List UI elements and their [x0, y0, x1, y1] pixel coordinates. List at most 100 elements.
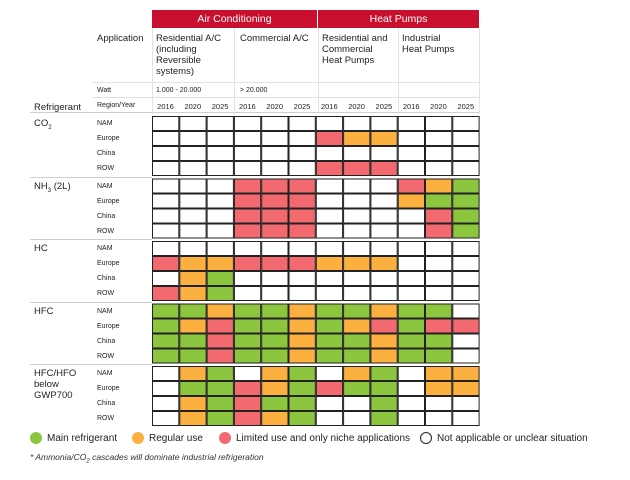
cell-na [452, 241, 480, 256]
refrigerant-name-text: CO [34, 118, 49, 129]
cell-limited [261, 256, 289, 271]
region-label: NAM [97, 370, 113, 377]
cell-na [233, 241, 262, 256]
cell-na [397, 286, 425, 301]
cell-na [425, 286, 453, 301]
cell-limited [370, 161, 398, 176]
column-divider [479, 28, 480, 114]
cell-regular [343, 256, 371, 271]
cell-na [397, 161, 425, 176]
refrigerant-subscript: 3 [47, 187, 52, 194]
cell-regular [179, 286, 207, 301]
cell-na [152, 161, 180, 176]
application-label: Application [97, 33, 144, 44]
region-label: ROW [97, 352, 115, 360]
cell-na [452, 131, 480, 146]
cell-main [343, 381, 371, 396]
cell-main [315, 318, 344, 334]
footnote-pre: * Ammonia/CO [30, 452, 87, 462]
refrigerant-name-text: NH [34, 180, 48, 192]
cell-na [315, 223, 344, 239]
cell-main [315, 303, 344, 319]
region-year-label: Region/Year [97, 102, 136, 109]
region-label: China [97, 337, 116, 345]
cell-na [452, 396, 480, 411]
cell-na [343, 241, 371, 256]
cell-main [233, 333, 262, 349]
cell-main [343, 348, 371, 364]
cell-na [397, 131, 425, 146]
legend-label: Limited use and only niche applications [236, 432, 410, 444]
cell-main [233, 303, 262, 319]
cell-na [179, 193, 207, 209]
cell-limited [288, 178, 316, 194]
cell-limited [233, 396, 262, 411]
year-header: 2016 [239, 102, 256, 111]
cell-na [397, 241, 425, 256]
cell-na [343, 286, 371, 301]
cell-main [425, 303, 453, 319]
cell-limited [370, 318, 398, 334]
cell-na [452, 161, 480, 176]
cell-main [152, 333, 180, 349]
cell-main [452, 178, 480, 194]
cell-na [425, 116, 453, 131]
cell-regular [206, 256, 234, 271]
region-label: Europe [97, 385, 120, 392]
cell-na [397, 271, 425, 286]
cell-main [315, 333, 344, 349]
cell-main [179, 348, 207, 364]
refrigerant-name-text: HC [34, 243, 48, 254]
cell-na [343, 178, 371, 194]
cell-na [343, 146, 371, 161]
cell-main [179, 381, 207, 396]
cell-limited [233, 223, 262, 239]
app-industrial-heat-pumps: Industrial Heat Pumps [402, 33, 455, 55]
cell-na [315, 286, 344, 301]
region-label: ROW [97, 290, 115, 297]
cell-na [370, 116, 398, 131]
cell-na [206, 208, 234, 224]
cell-limited [261, 208, 289, 224]
app-residential-heat-pumps: Residential and Commercial Heat Pumps [322, 33, 388, 66]
cell-main [370, 366, 398, 381]
column-divider [234, 28, 235, 114]
cell-limited [397, 178, 425, 194]
separator-line [92, 82, 480, 83]
separator-line [30, 364, 152, 365]
region-label: NAM [97, 120, 113, 127]
region-label: China [97, 150, 116, 157]
cell-limited [288, 208, 316, 224]
cell-main [397, 333, 425, 349]
heat-pumps-band: Heat Pumps [318, 10, 479, 28]
cell-na [206, 241, 234, 256]
cell-main [179, 303, 207, 319]
cell-main [370, 396, 398, 411]
refrigerant-subscript: 2 [48, 124, 52, 131]
cell-regular [261, 366, 289, 381]
cell-na [397, 396, 425, 411]
app-commercial-ac: Commercial A/C [240, 33, 309, 44]
air-conditioning-label: Air Conditioning [197, 13, 272, 25]
refrigerant-name: HFC [34, 306, 54, 317]
cell-na [315, 193, 344, 209]
cell-na [233, 271, 262, 286]
separator-line [30, 112, 480, 113]
region-label: ROW [97, 227, 115, 235]
legend-item-na: Not applicable or unclear situation [420, 432, 588, 444]
cell-main [452, 193, 480, 209]
region-label: China [97, 400, 116, 407]
cell-na [288, 116, 316, 131]
cell-main [261, 303, 289, 319]
cell-na [261, 161, 289, 176]
cell-regular [370, 303, 398, 319]
legend-dot-icon [420, 432, 432, 444]
cell-na [452, 333, 480, 349]
cell-na [206, 161, 234, 176]
cell-main [152, 318, 180, 334]
refrigerant-name-text: HFC [34, 305, 54, 317]
region-label: Europe [97, 322, 120, 330]
cell-na [425, 271, 453, 286]
cell-limited [206, 333, 234, 349]
cell-na [315, 396, 344, 411]
